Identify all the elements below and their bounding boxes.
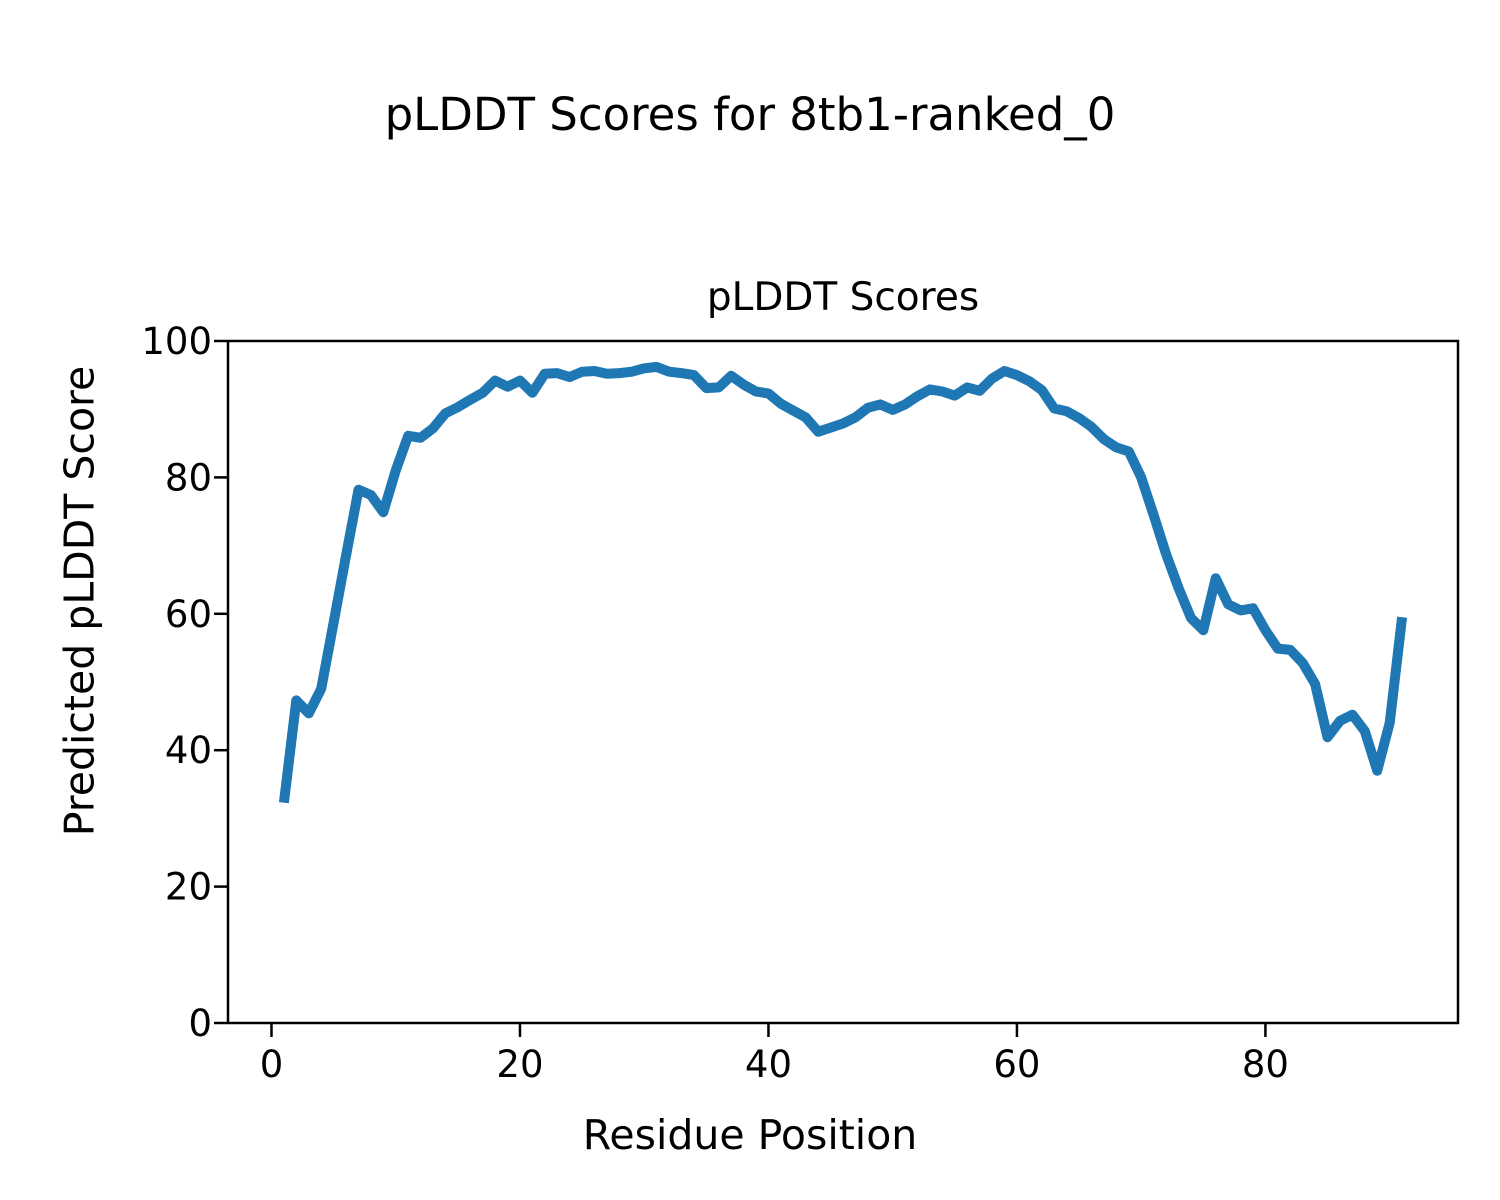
x-tick-label: 20 [496,1043,543,1086]
y-tick-label: 80 [165,456,212,499]
axis-tick-labels: 0 20 40 60 80 0 20 40 60 80 100 [141,320,1289,1086]
figure-suptitle: pLDDT Scores for 8tb1-ranked_0 [384,88,1116,141]
axes-title: pLDDT Scores [706,275,980,320]
y-tick-label: 60 [165,593,212,636]
x-tick-label: 80 [1242,1043,1289,1086]
plddt-line [278,361,1408,804]
y-tick-label: 100 [141,320,212,363]
y-tick-label: 40 [165,729,212,772]
x-tick-label: 0 [260,1043,284,1086]
x-tick-label: 40 [745,1043,792,1086]
y-tick-label: 0 [188,1002,212,1045]
y-tick-label: 20 [165,866,212,909]
x-tick-label: 60 [993,1043,1040,1086]
axes-frame [226,339,1460,1025]
x-axis-label: Residue Position [582,1111,918,1159]
axis-ticks [214,339,1267,1037]
